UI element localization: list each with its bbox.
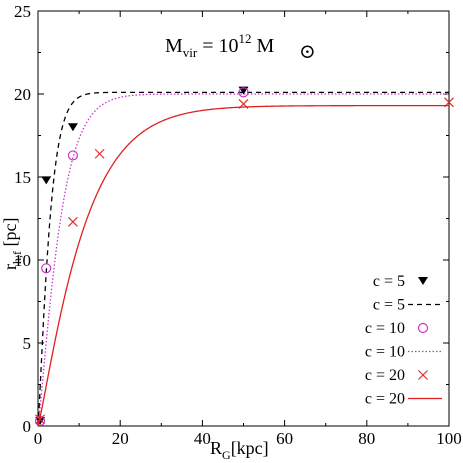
x-tick-label: 40 (194, 429, 211, 448)
x-tick-label: 80 (358, 429, 375, 448)
plot-frame (37, 10, 450, 427)
ticks: 0 20 40 60 80 100 0 5 10 15 20 25 (14, 2, 462, 448)
legend-label: c = 20 (365, 367, 405, 384)
x-marker (94, 148, 105, 159)
legend-label: c = 10 (365, 320, 405, 337)
triangle-marker (41, 176, 52, 185)
mass-annotation: Mvir = 1012 M (165, 31, 275, 60)
x-tick-label: 100 (436, 429, 462, 448)
x-marker-stroke (418, 370, 428, 380)
x-tick-label: 20 (112, 429, 129, 448)
x-marker (418, 370, 428, 380)
x-marker (68, 216, 78, 227)
triangle-marker (35, 417, 46, 426)
x-marker-stroke (94, 148, 105, 159)
y-tick-label: 20 (14, 85, 31, 104)
sun-symbol: ⊙ (299, 41, 316, 63)
triangle-marker (67, 123, 78, 132)
series-0 (35, 86, 249, 426)
series-line (37, 91, 449, 427)
circle-marker (417, 322, 429, 334)
x-tick-label: 0 (34, 429, 43, 448)
triangle-marker (418, 277, 428, 285)
legend-label: c = 5 (373, 273, 405, 290)
legend: c = 5 c = 5 c = 10 c = 10 c = 20 c = 20 (365, 273, 442, 408)
circle-marker (41, 263, 52, 274)
series-2 (34, 87, 249, 427)
y-tick-label: 25 (14, 2, 31, 21)
y-tick-label: 0 (23, 417, 32, 436)
circle-marker (67, 150, 79, 161)
series-layer (34, 86, 454, 427)
legend-label: c = 10 (365, 344, 405, 361)
y-axis-label: rh,f [pc] (0, 218, 24, 270)
x-axis-label: RG[kpc] (210, 438, 269, 462)
series-3 (37, 93, 449, 427)
y-tick-label: 15 (14, 168, 31, 187)
legend-label: c = 5 (373, 297, 405, 314)
y-tick-label: 10 (14, 251, 31, 270)
x-marker-stroke (68, 216, 78, 227)
series-1 (37, 91, 449, 427)
series-5 (37, 104, 449, 427)
x-tick-label: 60 (276, 429, 293, 448)
legend-label: c = 20 (365, 391, 405, 408)
series-line (37, 93, 449, 427)
circle-marker (238, 87, 249, 98)
series-line (37, 104, 449, 427)
y-tick-label: 5 (23, 334, 32, 353)
